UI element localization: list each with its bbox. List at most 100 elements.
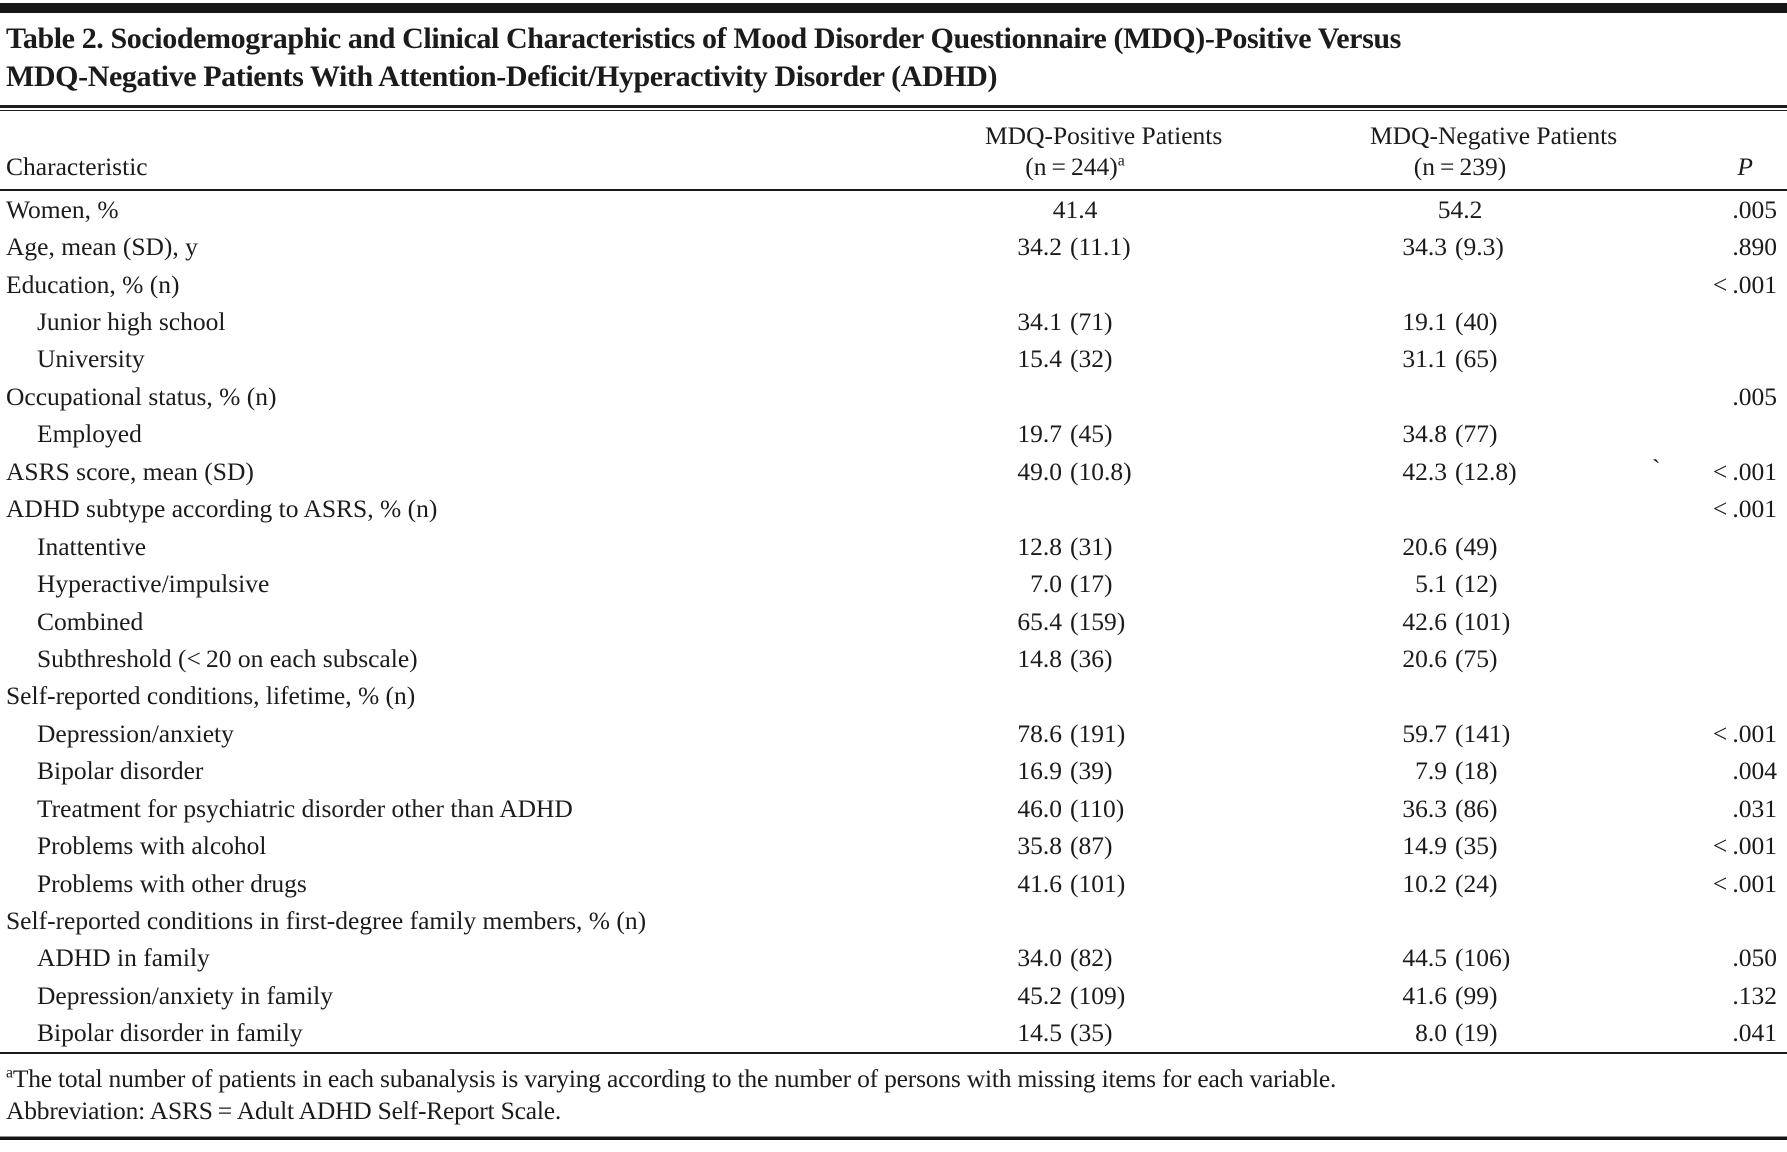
positive-number: 45.2: [1017, 980, 1062, 1010]
table-row: Treatment for psychiatric disorder other…: [0, 790, 1787, 827]
footnote-a-text: The total number of patients in each sub…: [12, 1064, 1337, 1094]
positive-count: (109): [1070, 980, 1126, 1010]
row-label: Age, mean (SD), y: [6, 232, 198, 262]
mdq-positive-value: 34.0 (82): [985, 943, 1165, 973]
top-rule-bar: [0, 3, 1787, 13]
negative-count: (9.3): [1455, 232, 1504, 262]
negative-count: (49): [1455, 531, 1498, 561]
mdq-positive-value: 41.6 (101): [985, 869, 1165, 899]
positive-number: 35.8: [1017, 831, 1062, 861]
mdq-positive-value: 7.0 (17): [985, 569, 1165, 599]
negative-count: (65): [1455, 344, 1498, 374]
negative-count: (99): [1455, 980, 1498, 1010]
negative-number: 36.3: [1402, 793, 1447, 823]
negative-count: (35): [1455, 831, 1498, 861]
negative-number: 5.1: [1415, 569, 1447, 599]
footnotes: aThe total number of patients in each su…: [0, 1054, 1787, 1133]
column-header-row: Characteristic MDQ-Positive Patients (n …: [0, 111, 1787, 189]
p-value: .004: [1732, 756, 1777, 786]
p-value: .031: [1732, 793, 1777, 823]
negative-count: (12.8): [1455, 456, 1517, 486]
mdq-negative-value: 5.1 (12): [1370, 569, 1550, 599]
mdq-negative-value: 34.8 (77): [1370, 419, 1550, 449]
negative-number: 31.1: [1402, 344, 1447, 374]
column-header-mdq-negative: MDQ-Negative Patients (n = 239): [1370, 120, 1618, 182]
column-header-p: P: [1737, 152, 1753, 181]
positive-number: 34.0: [1017, 943, 1062, 973]
row-label: ADHD in family: [37, 943, 210, 973]
p-value: .890: [1732, 232, 1777, 262]
positive-number: 15.4: [1017, 344, 1062, 374]
positive-number: 46.0: [1017, 793, 1062, 823]
negative-number: 20.6: [1402, 643, 1447, 673]
table-row: Self-reported conditions in first-degree…: [0, 902, 1787, 939]
negative-count: (106): [1455, 943, 1511, 973]
row-label: Problems with alcohol: [37, 831, 267, 861]
positive-number: 7.0: [1030, 569, 1062, 599]
row-label: Hyperactive/impulsive: [37, 569, 270, 599]
positive-count: (159): [1070, 606, 1126, 636]
table-title: Table 2. Sociodemographic and Clinical C…: [0, 13, 1787, 105]
row-label: Problems with other drugs: [37, 868, 307, 898]
mdq-negative-value: 59.7 (141): [1370, 719, 1550, 749]
row-label: Occupational status, % (n): [6, 381, 277, 411]
positive-number: 14.5: [1017, 1018, 1062, 1048]
mdq-negative-value: 20.6 (75): [1370, 644, 1550, 674]
positive-count: (31): [1070, 531, 1113, 561]
table-2-page: Table 2. Sociodemographic and Clinical C…: [0, 3, 1787, 1141]
positive-count: (11.1): [1070, 232, 1131, 262]
row-label: Bipolar disorder in family: [37, 1018, 303, 1048]
mdq-negative-value: 8.0 (19): [1370, 1018, 1550, 1048]
negative-number: 20.6: [1402, 531, 1447, 561]
positive-count: (35): [1070, 1018, 1113, 1048]
table-row: Education, % (n) < .001: [0, 266, 1787, 303]
positive-number: 41.6: [1017, 868, 1062, 898]
table-title-line1: Table 2. Sociodemographic and Clinical C…: [6, 22, 1401, 55]
mdq-positive-header-line2: (n = 244)a: [1025, 152, 1125, 181]
mdq-negative-value: 42.3 (12.8): [1370, 457, 1550, 487]
mdq-positive-value: 41.4: [985, 195, 1165, 225]
row-label: Self-reported conditions in first-degree…: [6, 906, 647, 936]
bottom-rule-bar: [0, 1136, 1787, 1141]
positive-count: (82): [1070, 943, 1113, 973]
header-divider: [0, 189, 1787, 191]
table-row: ASRS score, mean (SD) 49.0 (10.8) 42.3 (…: [0, 453, 1787, 490]
negative-number: 59.7: [1402, 718, 1447, 748]
row-label: Depression/anxiety: [37, 718, 234, 748]
mdq-negative-header-line1: MDQ-Negative Patients: [1370, 121, 1618, 150]
table-row: Bipolar disorder in family 14.5 (35) 8.0…: [0, 1015, 1787, 1052]
mdq-positive-value: 45.2 (109): [985, 981, 1165, 1011]
row-label: ADHD subtype according to ASRS, % (n): [6, 494, 438, 524]
table-row: Women, % 41.4 54.2 .005: [0, 191, 1787, 228]
mdq-negative-value: 36.3 (86): [1370, 794, 1550, 824]
positive-count: (71): [1070, 307, 1113, 337]
negative-count: (40): [1455, 307, 1498, 337]
negative-count: (86): [1455, 793, 1498, 823]
p-value: < .001: [1712, 868, 1777, 898]
positive-number: 65.4: [1017, 606, 1062, 636]
row-label: Self-reported conditions, lifetime, % (n…: [6, 681, 416, 711]
negative-number: 34.8: [1402, 419, 1447, 449]
mdq-negative-value: 7.9 (18): [1370, 756, 1550, 786]
positive-count: (10.8): [1070, 456, 1132, 486]
negative-number: 42.6: [1402, 606, 1447, 636]
mdq-negative-header-line2: (n = 239): [1413, 152, 1507, 181]
positive-number: 49.0: [1017, 456, 1062, 486]
mdq-negative-value: 42.6 (101): [1370, 607, 1550, 637]
positive-number: 34.2: [1017, 232, 1062, 262]
p-value: < .001: [1712, 831, 1777, 861]
row-label: Bipolar disorder: [37, 756, 204, 786]
body-divider: [0, 1052, 1787, 1055]
table-row: Subthreshold (< 20 on each subscale) 14.…: [0, 640, 1787, 677]
positive-count: (110): [1070, 793, 1125, 823]
negative-count: (18): [1455, 756, 1498, 786]
positive-count: (32): [1070, 344, 1113, 374]
table-row: University 15.4 (32) 31.1 (65): [0, 341, 1787, 378]
negative-count: (24): [1455, 868, 1498, 898]
table-row: Depression/anxiety in family 45.2 (109) …: [0, 977, 1787, 1014]
mdq-positive-value: 34.2 (11.1): [985, 232, 1165, 262]
mdq-positive-value: 35.8 (87): [985, 831, 1165, 861]
row-label: Education, % (n): [6, 269, 180, 299]
table-body: Women, % 41.4 54.2 .005 Age, mean (SD), …: [0, 191, 1787, 1052]
mdq-positive-value: 19.7 (45): [985, 419, 1165, 449]
